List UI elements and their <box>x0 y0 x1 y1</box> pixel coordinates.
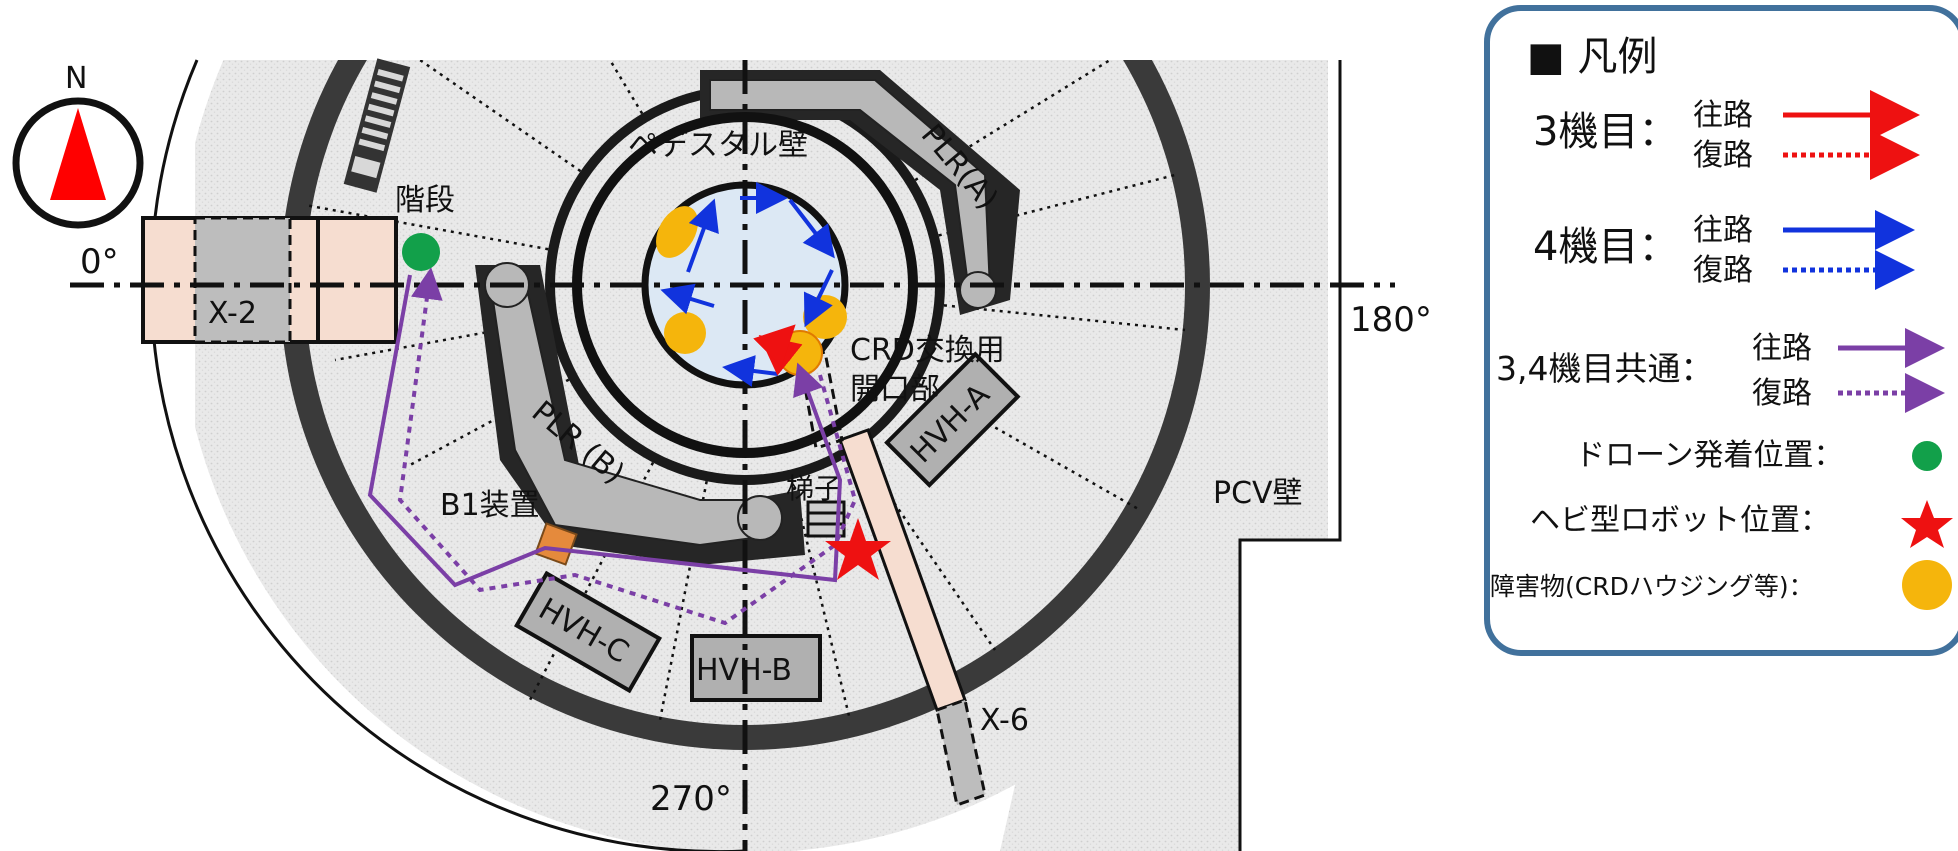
legend-unit3-label: 3機目： <box>1533 109 1678 155</box>
x2-penetration <box>141 216 398 344</box>
north-compass: N <box>12 61 144 229</box>
ladder-label: 梯子 <box>786 472 842 505</box>
x6-penetration <box>798 350 987 807</box>
legend-unit3-return: 復路 <box>1693 138 1753 173</box>
legend-common-label: 3,4機目共通： <box>1496 349 1713 388</box>
legend-title: ■ 凡例 <box>1527 34 1658 80</box>
snake-robot <box>825 518 891 580</box>
pcv-wall-label: PCV壁 <box>1213 476 1303 511</box>
legend-robot-label: ヘビ型ロボット位置： <box>1530 503 1830 538</box>
north-arrow-icon <box>50 108 106 200</box>
angle-270: 270° <box>650 779 732 819</box>
drone-site <box>402 233 440 271</box>
hvh-c-unit: HVH-C <box>513 570 663 694</box>
b1-device-label: B1装置 <box>440 488 540 523</box>
legend-common-outbound: 往路 <box>1752 331 1812 366</box>
stairs-label: 階段 <box>395 183 455 218</box>
legend: ■ 凡例 3機目： 往路 復路 4機目： 往路 復路 3,4機目共通： 往路 復… <box>1484 5 1958 656</box>
legend-unit4-outbound: 往路 <box>1693 213 1753 248</box>
pedestal-wall-label: ペデスタル壁 <box>628 128 808 163</box>
plr-b-pipe <box>475 262 805 565</box>
obstacle <box>656 206 698 258</box>
legend-unit3-outbound: 往路 <box>1693 98 1753 133</box>
axes <box>70 60 1395 851</box>
legend-common-return: 復路 <box>1752 376 1812 411</box>
crd-opening-label-2: 開口部 <box>850 372 940 407</box>
common-route <box>367 267 858 626</box>
unit3-route <box>753 324 803 376</box>
hvh-b-unit: HVH-B <box>690 634 822 702</box>
x2-label: X-2 <box>208 296 257 331</box>
angle-180: 180° <box>1350 300 1432 340</box>
x6-label: X-6 <box>980 703 1029 738</box>
north-label: N <box>65 61 87 96</box>
legend-obstacle-icon <box>1902 560 1952 610</box>
angle-0: 0° <box>80 242 119 282</box>
stairs <box>343 58 411 193</box>
legend-drone-label: ドローン発着位置： <box>1575 438 1844 473</box>
legend-unit4-return: 復路 <box>1693 253 1753 288</box>
unit4-route <box>660 182 835 387</box>
obstacle <box>664 312 706 354</box>
legend-drone-icon <box>1912 441 1942 471</box>
crd-opening-label: CRD交換用 <box>850 333 1005 368</box>
legend-robot-star-icon <box>1901 500 1953 548</box>
legend-obstacle-label: 障害物(CRDハウジング等)： <box>1490 572 1814 601</box>
legend-unit4-label: 4機目： <box>1533 224 1678 270</box>
legend-box <box>1484 5 1958 656</box>
plr-a-pipe <box>700 70 1020 315</box>
